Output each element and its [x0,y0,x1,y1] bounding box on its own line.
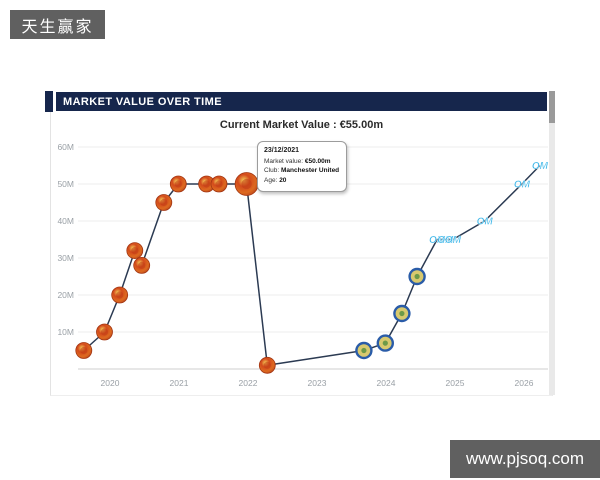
svg-text:OM: OM [445,235,462,246]
scrollbar-thumb[interactable] [549,91,555,123]
manchester-united-crest-icon[interactable] [111,286,129,304]
header-accent-block [45,91,53,112]
svg-text:OM: OM [477,217,494,228]
y-axis-tick-label: 20M [57,290,74,300]
svg-text:OM: OM [429,235,446,246]
manchester-united-crest-icon[interactable] [96,323,113,341]
x-axis-tick-label: 2026 [515,378,534,388]
y-axis-tick-label: 10M [57,327,74,337]
market-value-line [83,164,541,367]
x-axis-tick-label: 2025 [446,378,465,388]
tooltip-date: 23/12/2021 [264,147,300,154]
panel-title: MARKET VALUE OVER TIME [63,95,222,108]
marseille-crest-icon[interactable]: OM [437,235,454,246]
getafe-crest-icon[interactable] [393,304,411,323]
x-axis-tick-label: 2021 [170,378,189,388]
manchester-united-crest-icon[interactable] [133,256,151,274]
y-axis-tick-label: 50M [57,179,74,189]
manchester-united-crest-icon[interactable] [155,194,173,211]
manchester-united-crest-icon[interactable] [198,175,216,193]
x-axis-tick-label: 2020 [101,378,120,388]
manchester-united-crest-icon[interactable] [126,242,144,259]
svg-text:OM: OM [532,161,549,172]
manchester-united-crest-icon[interactable] [75,342,93,359]
watermark-top-left: 天生赢家 [10,10,105,39]
getafe-crest-icon[interactable] [376,334,394,352]
marseille-crest-icon[interactable]: OM [476,216,494,228]
x-axis-tick-label: 2023 [308,378,327,388]
scrollbar-track[interactable] [549,91,555,395]
tooltip-market-value-row: Market value: €50.00m [264,157,331,165]
marseille-crest-icon[interactable]: OM [429,235,446,246]
manchester-united-crest-icon[interactable] [234,172,259,196]
manchester-united-crest-icon[interactable] [258,356,276,374]
tooltip-club-row: Club: Manchester United [264,167,340,175]
y-axis-tick-label: 40M [57,216,74,226]
panel-header-bar: MARKET VALUE OVER TIME [56,92,547,111]
marseille-crest-icon[interactable]: OM [532,161,549,172]
y-axis-tick-label: 60M [57,142,74,152]
getafe-crest-icon[interactable] [355,341,373,360]
marseille-crest-icon[interactable]: OM [445,235,462,246]
watermark-top-left-text: 天生赢家 [21,18,94,36]
watermark-bottom-right: www.pjsoq.com [450,440,600,478]
marseille-crest-icon[interactable]: OM [514,179,531,191]
tooltip-age-row: Age: 20 [264,177,287,184]
watermark-bottom-right-text: www.pjsoq.com [465,449,585,468]
current-market-value: Current Market Value : €55.00m [219,119,384,131]
svg-text:OM: OM [514,180,531,191]
tooltip: 23/12/2021 Market value: €50.00m Club: M… [257,141,347,192]
x-axis-tick-label: 2024 [377,378,396,388]
manchester-united-crest-icon[interactable] [210,175,228,193]
y-axis-tick-label: 30M [57,253,74,263]
getafe-crest-icon[interactable] [408,267,426,286]
x-axis-tick-label: 2022 [239,378,258,388]
manchester-united-crest-icon[interactable] [169,175,187,193]
svg-text:OM: OM [437,235,454,246]
